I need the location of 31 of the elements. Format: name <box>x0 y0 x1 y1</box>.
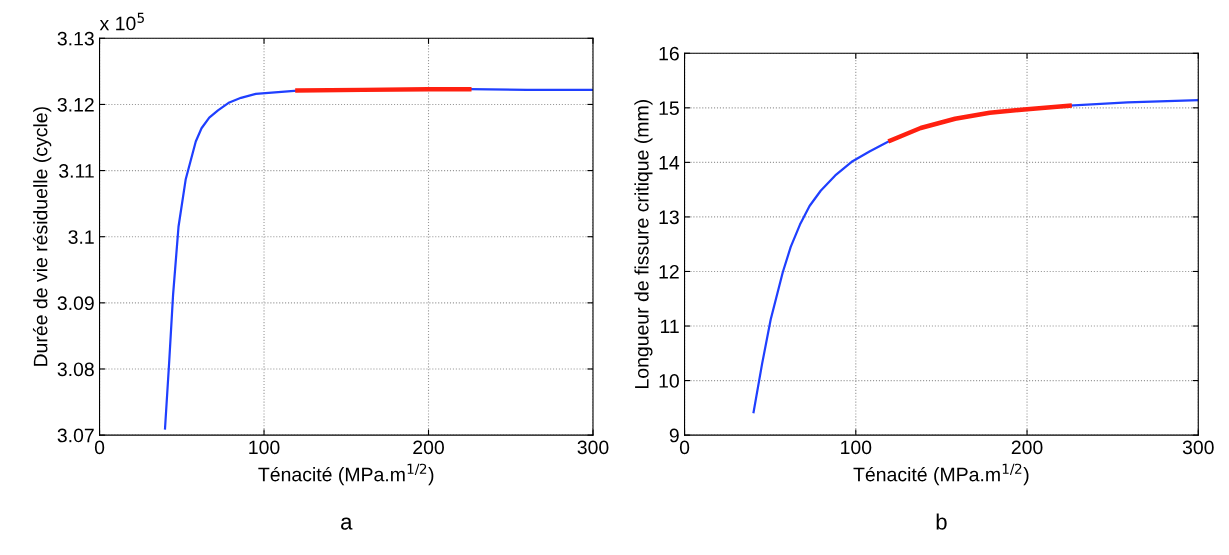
y-tick-label: 3.1 <box>68 230 94 244</box>
text: a <box>341 517 353 530</box>
y-tick-label: 3.07 <box>57 428 94 443</box>
x-tick-label: 100 <box>249 440 280 455</box>
x-tick-label: 200 <box>413 440 444 455</box>
y-tick-label: 3.08 <box>57 362 94 377</box>
y-tick-label: 3.12 <box>57 97 94 112</box>
y-tick-label: 16 <box>659 46 679 61</box>
x-tick-label: 200 <box>1011 440 1043 455</box>
y-axis-title: Durée de vie résiduelle (cycle) <box>32 107 52 366</box>
y-tick-label: 11 <box>660 319 679 334</box>
line-series <box>888 103 1072 143</box>
y-tick-label: 3.11 <box>59 164 94 178</box>
y-tick-label: 12 <box>659 264 679 279</box>
y-tick-label: 14 <box>659 156 680 170</box>
y-axis-title: Longueur de fissure critique (mm) <box>634 100 653 388</box>
x-tick-label: 0 <box>94 440 105 455</box>
x-tick-label: 0 <box>679 440 690 455</box>
y-tick-label: 15 <box>659 101 679 116</box>
y-tick-label: 13 <box>659 210 679 225</box>
x-axis-title: Ténacité (MPa.m$^{1/2}$) <box>853 463 1029 486</box>
x-tick-label: 300 <box>577 440 609 455</box>
text: x 10$^{5}$ <box>99 12 144 31</box>
y-tick-label: 10 <box>659 374 679 388</box>
y-tick-label: 3.09 <box>57 296 94 311</box>
y-tick-label: 3.13 <box>57 31 94 46</box>
x-tick-label: 300 <box>1182 440 1214 455</box>
text: b <box>936 513 947 530</box>
y-tick-label: 9 <box>669 428 679 443</box>
x-tick-label: 100 <box>841 440 872 455</box>
x-axis-title: Ténacité (MPa.m$^{1/2}$) <box>258 463 434 486</box>
